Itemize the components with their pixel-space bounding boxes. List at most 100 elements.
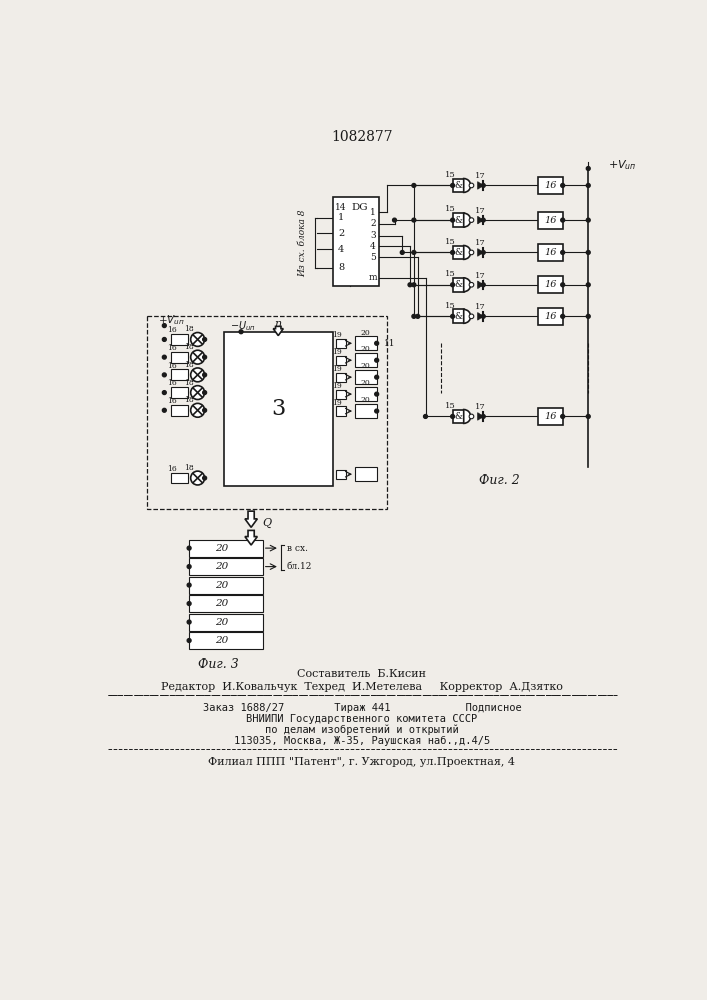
- Text: 17: 17: [475, 172, 486, 180]
- Circle shape: [450, 415, 455, 418]
- Text: 19: 19: [332, 331, 342, 339]
- Text: 14: 14: [334, 203, 346, 212]
- Circle shape: [423, 415, 428, 418]
- Circle shape: [561, 218, 565, 222]
- Bar: [170, 352, 187, 363]
- Circle shape: [203, 476, 206, 480]
- Text: 18: 18: [185, 464, 194, 472]
- Bar: [452, 213, 464, 227]
- Circle shape: [408, 283, 412, 287]
- Text: 17: 17: [475, 303, 486, 311]
- Bar: [189, 632, 263, 649]
- Circle shape: [187, 620, 191, 624]
- Circle shape: [163, 324, 166, 328]
- Circle shape: [561, 251, 565, 254]
- Bar: [463, 179, 464, 192]
- Text: 19: 19: [332, 399, 342, 407]
- Bar: [189, 577, 263, 594]
- Bar: [332, 197, 379, 286]
- Circle shape: [187, 565, 191, 569]
- Bar: [337, 373, 346, 382]
- Circle shape: [239, 330, 243, 334]
- Circle shape: [561, 283, 565, 287]
- Text: Q: Q: [263, 518, 272, 528]
- Circle shape: [375, 392, 379, 396]
- Circle shape: [412, 314, 416, 318]
- Text: 1: 1: [370, 208, 375, 217]
- Circle shape: [450, 184, 455, 187]
- Text: 20: 20: [215, 581, 228, 590]
- Circle shape: [586, 218, 590, 222]
- Text: 18: 18: [185, 361, 194, 369]
- Text: в сх.: в сх.: [287, 544, 308, 553]
- Bar: [463, 309, 464, 323]
- Bar: [463, 246, 464, 259]
- Polygon shape: [478, 182, 484, 189]
- Circle shape: [450, 218, 455, 222]
- Text: 16: 16: [167, 465, 177, 473]
- Circle shape: [412, 218, 416, 222]
- Bar: [463, 278, 464, 292]
- Text: 4: 4: [370, 242, 375, 251]
- Circle shape: [481, 283, 485, 287]
- Bar: [452, 246, 464, 259]
- Text: 15: 15: [445, 238, 456, 246]
- Bar: [189, 595, 263, 612]
- Polygon shape: [478, 281, 484, 289]
- Bar: [224, 332, 332, 486]
- Text: бл.12: бл.12: [287, 562, 312, 571]
- Text: Филиал ППП "Патент", г. Ужгород, ул.Проектная, 4: Филиал ППП "Патент", г. Ужгород, ул.Прое…: [209, 757, 515, 767]
- Circle shape: [163, 391, 166, 395]
- Text: 16: 16: [167, 397, 177, 405]
- Circle shape: [450, 283, 455, 287]
- Polygon shape: [478, 216, 484, 224]
- Bar: [146, 316, 387, 509]
- Bar: [538, 244, 563, 261]
- Circle shape: [203, 391, 206, 395]
- Circle shape: [561, 184, 565, 187]
- Text: 20: 20: [361, 329, 370, 337]
- Bar: [189, 614, 263, 631]
- Bar: [170, 473, 187, 483]
- Bar: [337, 356, 346, 365]
- Circle shape: [586, 251, 590, 254]
- Bar: [355, 404, 377, 418]
- Bar: [337, 339, 346, 348]
- Text: 16: 16: [167, 344, 177, 352]
- Text: 16: 16: [544, 412, 556, 421]
- Bar: [170, 369, 187, 380]
- Polygon shape: [245, 530, 257, 545]
- Text: 20: 20: [215, 618, 228, 627]
- Circle shape: [469, 282, 474, 287]
- Wedge shape: [464, 309, 471, 323]
- Bar: [452, 278, 464, 292]
- Bar: [337, 470, 346, 479]
- Circle shape: [450, 314, 455, 318]
- Text: 1082877: 1082877: [331, 130, 393, 144]
- Circle shape: [191, 403, 204, 417]
- Wedge shape: [464, 278, 471, 292]
- Wedge shape: [464, 179, 471, 192]
- Circle shape: [412, 251, 416, 254]
- Bar: [355, 336, 377, 350]
- Text: Фиг. 3: Фиг. 3: [198, 658, 239, 671]
- Text: 16: 16: [544, 181, 556, 190]
- Bar: [170, 405, 187, 416]
- Circle shape: [586, 283, 590, 287]
- Circle shape: [375, 341, 379, 345]
- Text: 15: 15: [445, 270, 456, 278]
- Text: 16: 16: [544, 248, 556, 257]
- Text: 17: 17: [475, 207, 486, 215]
- Text: 5: 5: [370, 253, 375, 262]
- Text: Из сх. блока 8: Из сх. блока 8: [298, 209, 308, 277]
- Circle shape: [481, 184, 485, 187]
- Bar: [170, 387, 187, 398]
- Bar: [337, 406, 346, 416]
- Text: 19: 19: [332, 348, 342, 356]
- Circle shape: [203, 408, 206, 412]
- Circle shape: [203, 373, 206, 377]
- Circle shape: [187, 602, 191, 605]
- Text: 1: 1: [338, 213, 344, 222]
- Text: m: m: [368, 273, 377, 282]
- Text: DG: DG: [351, 203, 368, 212]
